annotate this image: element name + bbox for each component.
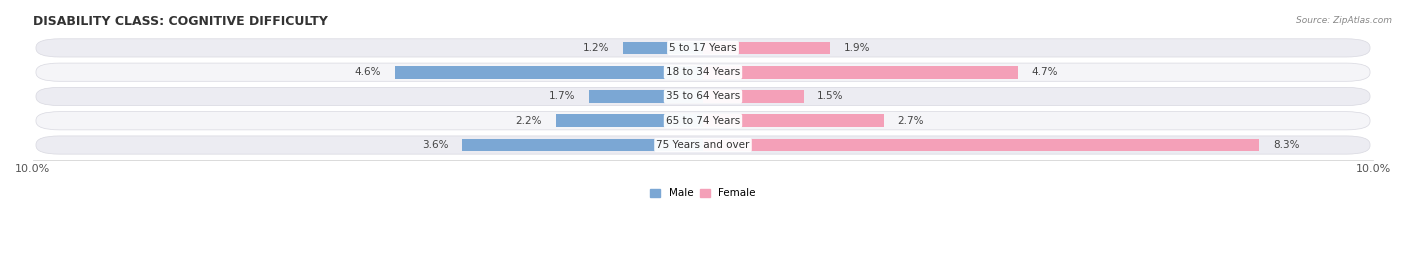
Text: 8.3%: 8.3%	[1272, 140, 1299, 150]
Text: 4.7%: 4.7%	[1032, 67, 1057, 77]
Text: 18 to 34 Years: 18 to 34 Years	[666, 67, 740, 77]
Bar	[703, 114, 884, 127]
Legend: Male, Female: Male, Female	[645, 184, 761, 202]
Bar	[461, 139, 703, 151]
Text: 75 Years and over: 75 Years and over	[657, 140, 749, 150]
Bar	[703, 139, 1260, 151]
Text: Source: ZipAtlas.com: Source: ZipAtlas.com	[1296, 16, 1392, 25]
Text: 65 to 74 Years: 65 to 74 Years	[666, 116, 740, 126]
Text: 1.9%: 1.9%	[844, 43, 870, 53]
FancyBboxPatch shape	[37, 39, 1369, 57]
Text: 2.2%: 2.2%	[516, 116, 543, 126]
Text: 35 to 64 Years: 35 to 64 Years	[666, 92, 740, 102]
Text: 5 to 17 Years: 5 to 17 Years	[669, 43, 737, 53]
Text: DISABILITY CLASS: COGNITIVE DIFFICULTY: DISABILITY CLASS: COGNITIVE DIFFICULTY	[32, 15, 328, 28]
FancyBboxPatch shape	[37, 87, 1369, 106]
Text: 4.6%: 4.6%	[354, 67, 381, 77]
Bar	[555, 114, 703, 127]
Bar	[589, 90, 703, 103]
Bar	[703, 42, 831, 54]
Bar	[623, 42, 703, 54]
Text: 1.2%: 1.2%	[582, 43, 609, 53]
Text: 1.5%: 1.5%	[817, 92, 844, 102]
Bar	[703, 66, 1018, 79]
Bar	[395, 66, 703, 79]
Bar	[703, 90, 804, 103]
Text: 1.7%: 1.7%	[550, 92, 575, 102]
FancyBboxPatch shape	[37, 63, 1369, 81]
Text: 2.7%: 2.7%	[897, 116, 924, 126]
Text: 3.6%: 3.6%	[422, 140, 449, 150]
FancyBboxPatch shape	[37, 136, 1369, 154]
FancyBboxPatch shape	[37, 112, 1369, 130]
